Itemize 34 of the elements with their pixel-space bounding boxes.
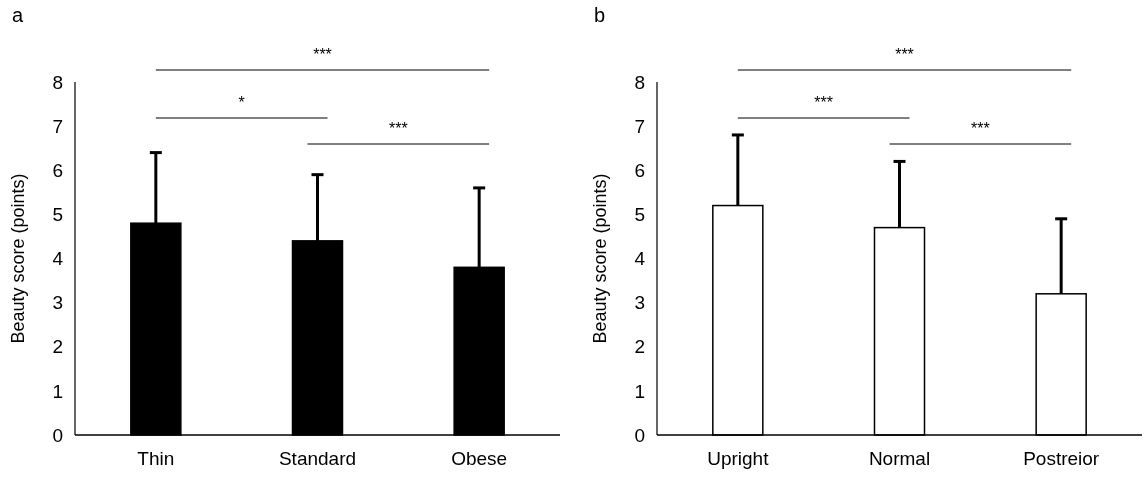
annotation: ***: [388, 120, 408, 137]
y-tick-label: 7: [634, 115, 645, 137]
y-axis-title: Beauty score (points): [590, 173, 610, 344]
y-tick-label: 1: [52, 380, 63, 402]
y-tick-label: 4: [634, 248, 646, 270]
y-tick-label: 2: [634, 336, 645, 358]
x-tick-label: Normal: [868, 448, 931, 469]
x-tick-label: Postreior: [1023, 448, 1100, 469]
y-tick-label: 3: [52, 292, 63, 314]
y-tick-label: 6: [52, 159, 63, 181]
y-tick-label: 3: [634, 292, 645, 314]
y-tick-label: 8: [52, 71, 63, 93]
annotation: *: [238, 94, 245, 111]
chart-title: b: [594, 4, 606, 26]
y-tick-label: 5: [52, 204, 63, 226]
x-tick-label: Upright: [707, 448, 770, 469]
chart-title: a: [12, 4, 24, 26]
y-tick-label: 8: [634, 71, 645, 93]
y-tick-label: 6: [634, 159, 645, 181]
annotation: ***: [970, 120, 990, 137]
y-tick-label: 0: [634, 424, 645, 446]
y-tick-label: 2: [52, 336, 63, 358]
y-tick-label: 7: [52, 115, 63, 137]
text: ***: [313, 46, 332, 63]
x-tick-label: Obese: [451, 448, 508, 469]
y-tick-label: 1: [634, 380, 645, 402]
y-tick-label: 4: [52, 248, 64, 270]
x-tick-label: Thin: [137, 448, 175, 469]
annotation: ***: [814, 94, 834, 111]
y-tick-label: 0: [52, 424, 63, 446]
x-tick-label: Standard: [278, 448, 357, 469]
y-axis-title: Beauty score (points): [8, 173, 28, 344]
text: ***: [895, 46, 914, 63]
y-tick-label: 5: [634, 204, 645, 226]
